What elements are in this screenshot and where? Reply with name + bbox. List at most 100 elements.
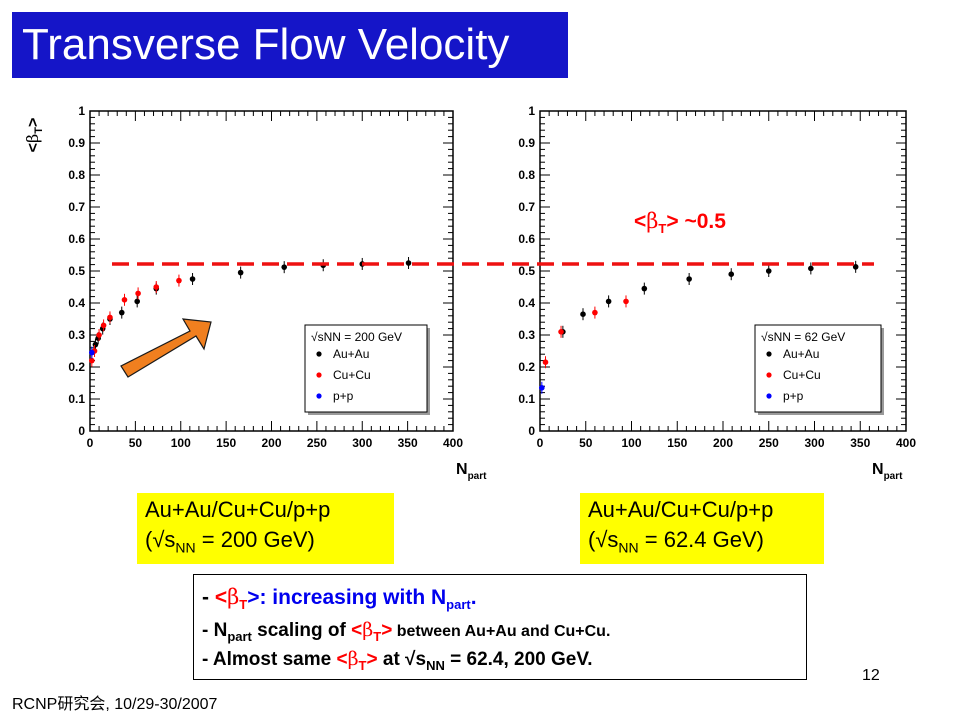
y-tick-label: 0.6 bbox=[518, 232, 535, 246]
data-point bbox=[153, 284, 160, 290]
legend-marker bbox=[316, 372, 322, 378]
title-banner: Transverse Flow Velocity bbox=[12, 12, 568, 78]
slide-title: Transverse Flow Velocity bbox=[22, 20, 510, 69]
y-tick-label: 0.9 bbox=[68, 136, 85, 150]
summary-line-2-close: > bbox=[381, 620, 393, 641]
x-tick-label: 0 bbox=[87, 436, 94, 450]
data-point bbox=[641, 285, 648, 292]
annotation-beta: β bbox=[646, 209, 658, 233]
legend-marker bbox=[316, 351, 322, 357]
y-tick-label: 0.1 bbox=[518, 392, 535, 406]
y-tick-label: 0.3 bbox=[68, 328, 85, 342]
summary-box: - <βT>: increasing with Npart. - Npart s… bbox=[193, 574, 807, 680]
data-point bbox=[852, 264, 859, 270]
summary-line-3-text: at √s bbox=[377, 649, 427, 670]
summary-line-3-open: < bbox=[336, 649, 348, 670]
x-tick-label: 250 bbox=[307, 436, 327, 450]
legend-label: Cu+Cu bbox=[333, 368, 371, 382]
summary-line-2-text: scaling of bbox=[251, 620, 352, 641]
legend-label: p+p bbox=[783, 389, 804, 403]
data-point bbox=[605, 298, 612, 305]
data-point bbox=[808, 265, 814, 272]
annotation-prefix: < bbox=[634, 210, 646, 233]
data-point bbox=[281, 264, 288, 270]
trend-arrow-icon bbox=[120, 318, 212, 378]
summary-line-2-end: between Au+Au and Cu+Cu. bbox=[392, 623, 611, 640]
x-tick-label: 200 bbox=[261, 436, 281, 450]
data-point bbox=[121, 297, 128, 303]
y-axis-label: <βT> bbox=[23, 118, 45, 153]
summary-line-1-sub2: part bbox=[446, 597, 471, 613]
caption-right-line2-suffix: = 62.4 GeV) bbox=[638, 527, 764, 552]
y-axis-label-beta: β bbox=[23, 134, 42, 143]
y-tick-label: 0.3 bbox=[518, 328, 535, 342]
x-tick-label: 400 bbox=[443, 436, 463, 450]
data-point bbox=[765, 268, 772, 274]
caption-left: Au+Au/Cu+Cu/p+p (√sNN = 200 GeV) bbox=[137, 493, 394, 565]
x-tick-label: 300 bbox=[804, 436, 824, 450]
legend-marker bbox=[316, 393, 322, 399]
y-tick-label: 0.2 bbox=[68, 360, 85, 374]
x-axis-label-left: Npart bbox=[456, 461, 487, 482]
x-tick-label: 100 bbox=[621, 436, 641, 450]
y-tick-label: 0.9 bbox=[518, 136, 535, 150]
x-tick-label: 350 bbox=[850, 436, 870, 450]
y-tick-label: 1 bbox=[528, 104, 535, 118]
caption-right-line1: Au+Au/Cu+Cu/p+p bbox=[588, 497, 774, 522]
y-tick-label: 0.5 bbox=[68, 264, 85, 278]
caption-right: Au+Au/Cu+Cu/p+p (√sNN = 62.4 GeV) bbox=[580, 493, 824, 565]
summary-line-3-sub2: NN bbox=[426, 657, 445, 673]
data-point bbox=[96, 332, 102, 338]
x-tick-label: 350 bbox=[398, 436, 418, 450]
legend-marker bbox=[766, 351, 772, 357]
summary-line-3: - Almost same <βT> at √sNN = 62.4, 200 G… bbox=[202, 648, 593, 673]
summary-line-1-end: . bbox=[470, 586, 477, 609]
y-tick-label: 0.5 bbox=[518, 264, 535, 278]
annotation-suffix: > ~0.5 bbox=[666, 210, 726, 233]
y-tick-label: 0.8 bbox=[518, 168, 535, 182]
x-axis-label-left-sub: part bbox=[468, 471, 488, 482]
summary-line-1-open: < bbox=[214, 586, 228, 609]
summary-line-3-beta: β bbox=[347, 648, 359, 670]
summary-line-3-sub1: T bbox=[358, 657, 367, 673]
annotation-sub: T bbox=[658, 221, 666, 236]
legend-label: Au+Au bbox=[333, 347, 369, 361]
data-point bbox=[118, 309, 125, 316]
x-tick-label: 250 bbox=[759, 436, 779, 450]
page-number: 12 bbox=[862, 667, 880, 684]
annotation-text: <βT> ~0.5 bbox=[634, 209, 726, 236]
plot-62gev: 0 0.1 0.2 0.3 0.4 0.5 0.6 0.7 0.8 0.9 1 0 50 100 150 20… bbox=[518, 104, 916, 450]
caption-left-line1: Au+Au/Cu+Cu/p+p bbox=[145, 497, 331, 522]
footer-text: RCNP研究会, 10/29-30/2007 bbox=[12, 696, 218, 713]
x-tick-label: 0 bbox=[537, 436, 544, 450]
y-tick-label: 0.1 bbox=[68, 392, 85, 406]
y-tick-label: 1 bbox=[78, 104, 85, 118]
caption-left-line2-suffix: = 200 GeV) bbox=[195, 527, 315, 552]
legend-box bbox=[304, 324, 428, 413]
y-axis-label-close: > bbox=[25, 118, 42, 127]
legend-title: √sNN = 200 GeV bbox=[311, 330, 402, 344]
legend-title: √sNN = 62 GeV bbox=[761, 330, 845, 344]
summary-line-1-text: >: increasing with N bbox=[247, 586, 447, 609]
y-tick-label: 0.8 bbox=[68, 168, 85, 182]
data-point bbox=[189, 276, 196, 282]
summary-line-2: - Npart scaling of <βT> between Au+Au an… bbox=[202, 619, 610, 644]
x-tick-label: 150 bbox=[667, 436, 687, 450]
x-axis-label-right: Npart bbox=[872, 461, 903, 482]
summary-line-2-open: < bbox=[351, 620, 363, 641]
y-axis-label-sub: T bbox=[33, 127, 45, 134]
y-tick-label: 0.4 bbox=[518, 296, 535, 310]
summary-line-2-sub1: part bbox=[227, 628, 252, 644]
x-axis-label-right-sub: part bbox=[884, 471, 904, 482]
y-tick-label: 0 bbox=[528, 424, 535, 438]
y-tick-label: 0.7 bbox=[518, 200, 535, 214]
data-point bbox=[89, 349, 95, 356]
data-point bbox=[728, 271, 735, 278]
data-point bbox=[405, 260, 412, 266]
data-point bbox=[92, 341, 99, 348]
data-point bbox=[542, 359, 549, 366]
caption-left-line2-prefix: (√s bbox=[145, 527, 176, 552]
data-point bbox=[580, 311, 586, 318]
caption-left-line2-sub: NN bbox=[175, 539, 196, 556]
